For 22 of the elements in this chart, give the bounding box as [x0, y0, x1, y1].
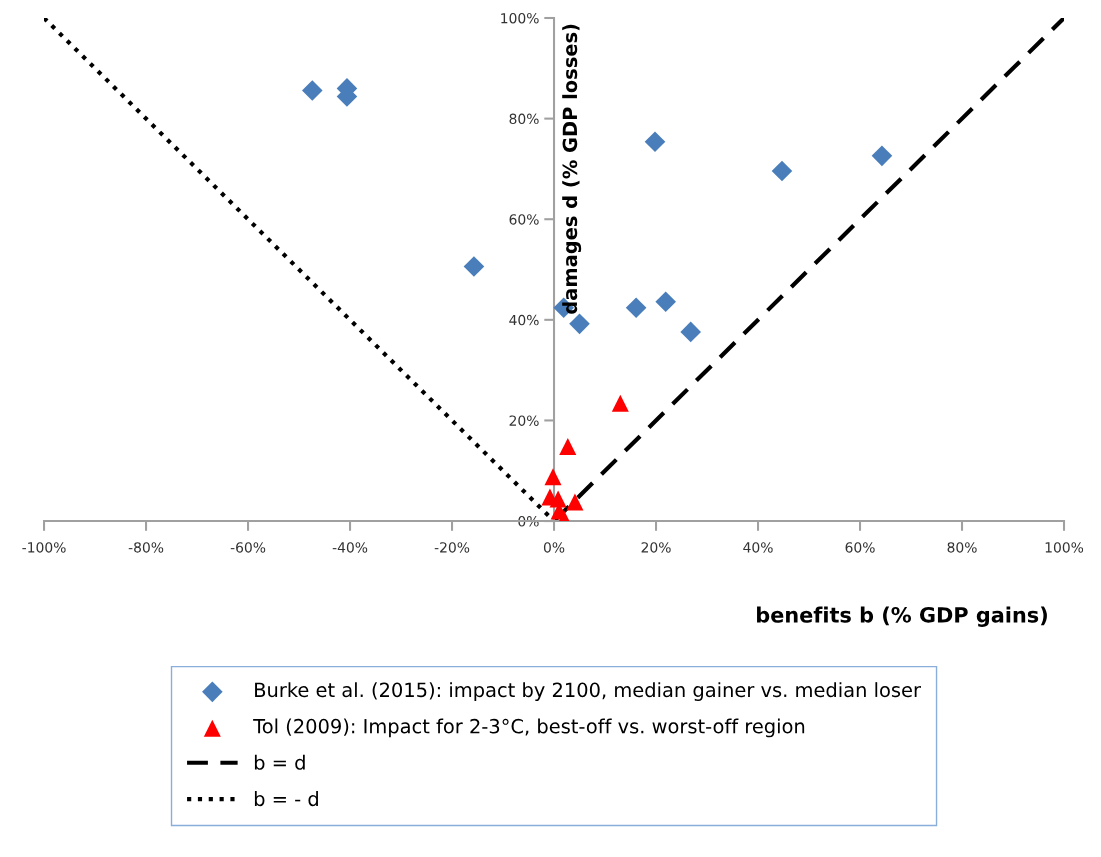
x-tick-label: 100%	[1045, 542, 1084, 553]
y-tick-label: 60%	[509, 214, 539, 225]
y-tick-label: 100%	[501, 12, 539, 24]
y-tick-label: 40%	[509, 314, 539, 326]
x-tick-label: 60%	[845, 542, 875, 553]
x-tick-label: -40%	[332, 542, 368, 553]
legend-label: Burke et al. (2015): impact by 2100, median gainer vs. median loser	[255, 682, 921, 701]
x-axis-title: benefits b (% GDP gains)	[757, 606, 1047, 627]
legend-label: b = d	[254, 754, 305, 770]
y-tick-label: 80%	[509, 113, 539, 125]
x-tick-label: -100%	[22, 542, 66, 553]
x-tick-label: 0%	[543, 542, 565, 553]
x-tick-label: 40%	[743, 542, 773, 553]
x-tick-label: -80%	[128, 542, 164, 553]
y-axis-title: damages d (% GDP losses)	[562, 24, 582, 314]
x-tick-label: 20%	[641, 542, 671, 553]
legend-label: Tol (2009): Impact for 2-3°C, best-off vs. worst-off region	[253, 718, 805, 738]
x-tick-label: 80%	[947, 542, 977, 553]
x-tick-label: -60%	[230, 542, 266, 553]
legend-label: b = - d	[254, 791, 318, 807]
y-tick-label: 20%	[509, 415, 539, 426]
x-tick-label: -20%	[434, 542, 470, 553]
